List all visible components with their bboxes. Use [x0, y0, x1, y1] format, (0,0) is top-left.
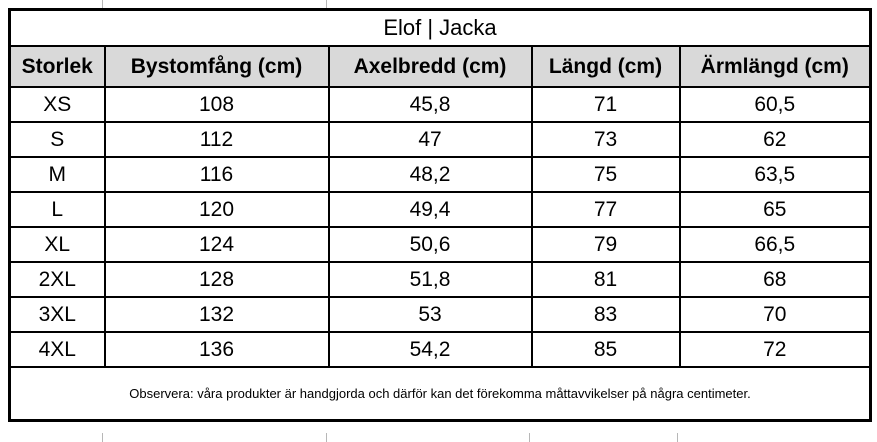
value-cell: 65	[678, 191, 872, 228]
value-cell: 124	[103, 226, 330, 263]
value-cell: 50,6	[327, 226, 533, 263]
value-cell: 85	[530, 331, 681, 368]
value-cell: 132	[103, 296, 330, 333]
value-cell: 73	[530, 121, 681, 158]
size-cell: S	[8, 121, 106, 158]
chart-title: Elof | Jacka	[8, 8, 872, 47]
value-cell: 79	[530, 226, 681, 263]
column-header-storlek: Storlek	[8, 45, 106, 88]
header-row: Storlek Bystomfång (cm) Axelbredd (cm) L…	[8, 45, 872, 88]
table-row-xs: XS 108 45,8 71 60,5	[8, 86, 872, 123]
size-cell: XS	[8, 86, 106, 123]
value-cell: 60,5	[678, 86, 872, 123]
size-cell: L	[8, 191, 106, 228]
column-header-axelbredd: Axelbredd (cm)	[327, 45, 533, 88]
value-cell: 116	[103, 156, 330, 193]
gridline-stub	[102, 433, 103, 442]
value-cell: 49,4	[327, 191, 533, 228]
value-cell: 47	[327, 121, 533, 158]
gridline-stub	[677, 433, 678, 442]
gridline-stub	[529, 433, 530, 442]
column-header-bystomfang: Bystomfång (cm)	[103, 45, 330, 88]
note-row: Observera: våra produkter är handgjorda …	[8, 366, 872, 422]
value-cell: 81	[530, 261, 681, 298]
value-cell: 77	[530, 191, 681, 228]
value-cell: 75	[530, 156, 681, 193]
size-cell: 4XL	[8, 331, 106, 368]
value-cell: 71	[530, 86, 681, 123]
value-cell: 128	[103, 261, 330, 298]
size-cell: XL	[8, 226, 106, 263]
size-cell: M	[8, 156, 106, 193]
disclaimer-note: Observera: våra produkter är handgjorda …	[8, 366, 872, 422]
column-header-langd: Längd (cm)	[530, 45, 681, 88]
table-row-xl: XL 124 50,6 79 66,5	[8, 226, 872, 263]
value-cell: 63,5	[678, 156, 872, 193]
value-cell: 112	[103, 121, 330, 158]
value-cell: 53	[327, 296, 533, 333]
gridline-stub	[102, 0, 103, 9]
value-cell: 45,8	[327, 86, 533, 123]
table-row-l: L 120 49,4 77 65	[8, 191, 872, 228]
value-cell: 48,2	[327, 156, 533, 193]
value-cell: 51,8	[327, 261, 533, 298]
size-cell: 2XL	[8, 261, 106, 298]
table-row-4xl: 4XL 136 54,2 85 72	[8, 331, 872, 368]
title-row: Elof | Jacka	[8, 8, 872, 47]
value-cell: 72	[678, 331, 872, 368]
size-cell: 3XL	[8, 296, 106, 333]
column-header-armlangd: Ärmlängd (cm)	[678, 45, 872, 88]
gridline-stub	[326, 0, 327, 9]
value-cell: 68	[678, 261, 872, 298]
value-cell: 62	[678, 121, 872, 158]
gridline-stub	[326, 433, 327, 442]
table-row-m: M 116 48,2 75 63,5	[8, 156, 872, 193]
value-cell: 54,2	[327, 331, 533, 368]
value-cell: 83	[530, 296, 681, 333]
value-cell: 120	[103, 191, 330, 228]
value-cell: 70	[678, 296, 872, 333]
table-row-2xl: 2XL 128 51,8 81 68	[8, 261, 872, 298]
value-cell: 108	[103, 86, 330, 123]
table-row-s: S 112 47 73 62	[8, 121, 872, 158]
table-row-3xl: 3XL 132 53 83 70	[8, 296, 872, 333]
value-cell: 66,5	[678, 226, 872, 263]
value-cell: 136	[103, 331, 330, 368]
size-chart-table: Elof | Jacka Storlek Bystomfång (cm) Axe…	[8, 8, 872, 422]
